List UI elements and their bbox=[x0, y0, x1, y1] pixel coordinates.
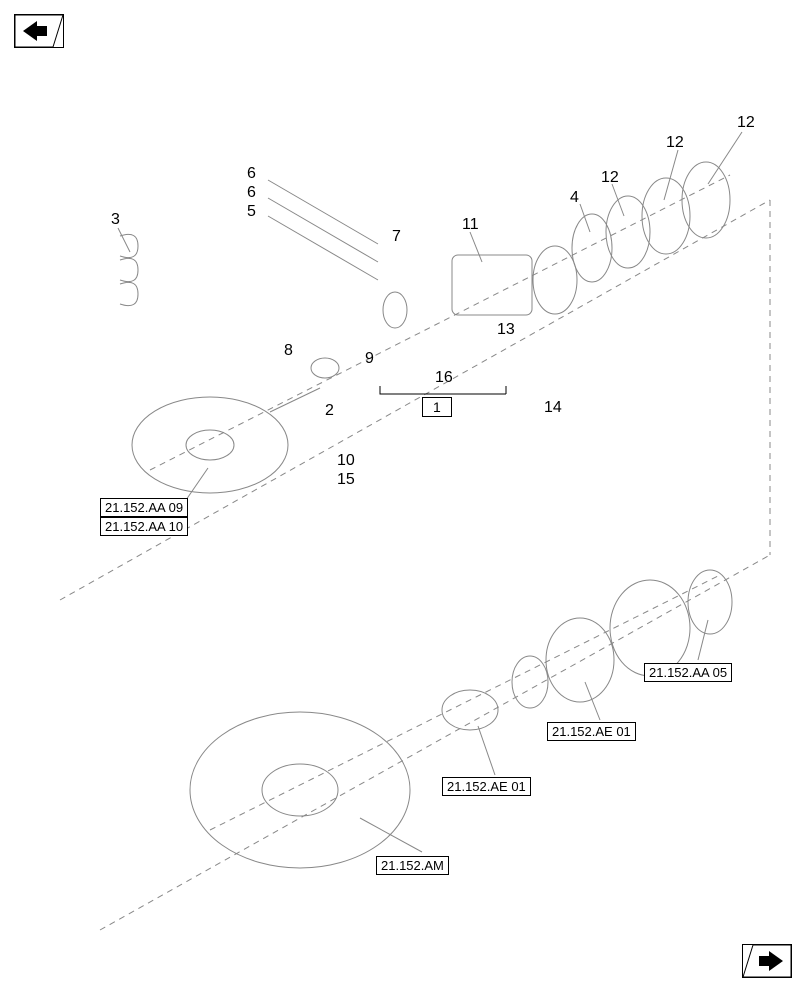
page-next-icon[interactable] bbox=[742, 944, 792, 978]
ref-21-152-ae-01: 21.152.AE 01 bbox=[547, 722, 636, 741]
ref-21-152-aa-05: 21.152.AA 05 bbox=[644, 663, 732, 682]
callout-5: 5 bbox=[247, 204, 256, 220]
callout-12: 12 bbox=[666, 135, 684, 151]
callout-2: 2 bbox=[325, 403, 334, 419]
callout-1-box: 1 bbox=[422, 397, 452, 417]
callout-15: 15 bbox=[337, 472, 355, 488]
diagram-canvas: 3 6 6 5 7 11 4 12 12 12 8 9 13 2 16 1 14… bbox=[0, 0, 808, 1000]
callout-13: 13 bbox=[497, 322, 515, 338]
callout-14: 14 bbox=[544, 400, 562, 416]
ref-21-152-aa-10: 21.152.AA 10 bbox=[100, 517, 188, 536]
callout-12: 12 bbox=[737, 115, 755, 131]
ref-21-152-aa-09: 21.152.AA 09 bbox=[100, 498, 188, 517]
callout-7: 7 bbox=[392, 229, 401, 245]
callout-6: 6 bbox=[247, 166, 256, 182]
ref-21-152-ae-01: 21.152.AE 01 bbox=[442, 777, 531, 796]
callout-8: 8 bbox=[284, 343, 293, 359]
callout-3: 3 bbox=[111, 212, 120, 228]
ref-21-152-am: 21.152.AM bbox=[376, 856, 449, 875]
callout-6: 6 bbox=[247, 185, 256, 201]
callout-4: 4 bbox=[570, 190, 579, 206]
callout-9: 9 bbox=[365, 351, 374, 367]
callout-11: 11 bbox=[462, 217, 479, 233]
bracket-item-1 bbox=[378, 384, 508, 398]
callout-10: 10 bbox=[337, 453, 355, 469]
page-prev-icon[interactable] bbox=[14, 14, 64, 48]
callout-12: 12 bbox=[601, 170, 619, 186]
